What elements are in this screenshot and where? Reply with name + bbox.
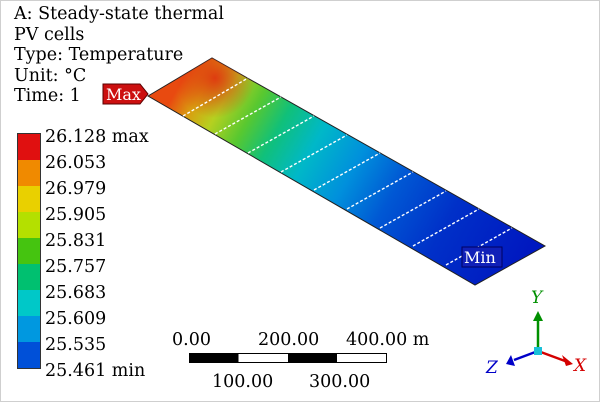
legend-swatch	[18, 342, 40, 368]
min-marker[interactable]: Min	[461, 246, 503, 268]
legend-swatch	[18, 160, 40, 186]
legend-value: 25.683	[45, 283, 107, 303]
legend-value: 26.128 max	[45, 127, 149, 147]
result-type: Type: Temperature	[14, 45, 184, 65]
legend-value: 25.461 min	[45, 361, 146, 381]
legend-value: 25.831	[45, 231, 107, 251]
result-header: A: Steady-state thermal PV cells Type: T…	[14, 4, 224, 107]
legend-value: 25.905	[45, 205, 107, 225]
scale-bar: 0.00 200.00 400.00 m 100.00 300.00	[170, 330, 430, 400]
body-name: PV cells	[14, 24, 85, 45]
panel-separators	[182, 77, 513, 266]
max-marker[interactable]: Max	[102, 83, 149, 105]
legend-swatch	[18, 134, 40, 160]
legend-swatch	[18, 238, 40, 264]
scale-bar-segments	[189, 353, 387, 363]
legend-swatch	[18, 186, 40, 212]
analysis-title: A: Steady-state thermal	[14, 4, 224, 24]
x-axis-arrow	[562, 355, 573, 366]
scale-label-400: 400.00 m	[346, 330, 430, 350]
scale-label-100: 100.00	[212, 372, 274, 392]
y-axis-label: Y	[531, 288, 544, 308]
scale-label-0: 0.00	[172, 330, 211, 350]
legend-colorbar	[17, 133, 41, 369]
max-marker-label: Max	[106, 85, 141, 104]
legend-value: 25.757	[45, 257, 107, 277]
scale-label-300: 300.00	[309, 372, 371, 392]
axis-triad[interactable]: Y X Z	[480, 285, 590, 385]
z-axis-label: Z	[485, 358, 499, 378]
min-marker-label: Min	[464, 248, 496, 267]
y-axis-arrow	[533, 311, 543, 321]
legend-swatch	[18, 212, 40, 238]
triad-origin	[534, 347, 542, 355]
legend-value: 26.053	[45, 153, 107, 173]
legend-swatch	[18, 264, 40, 290]
legend-value: 25.535	[45, 335, 107, 355]
scale-label-200: 200.00	[258, 330, 320, 350]
legend-labels: 26.128 max 26.053 26.979 25.905 25.831 25.757…	[45, 124, 149, 384]
x-axis-line	[537, 349, 566, 363]
legend-value: 25.609	[45, 309, 107, 329]
legend-swatch	[18, 290, 40, 316]
legend-value: 26.979	[45, 179, 107, 199]
legend-swatch	[18, 316, 40, 342]
x-axis-label: X	[572, 356, 587, 376]
z-axis-arrow	[506, 355, 515, 366]
result-time: Time: 1	[14, 86, 81, 106]
result-unit: Unit: °C	[14, 65, 87, 86]
